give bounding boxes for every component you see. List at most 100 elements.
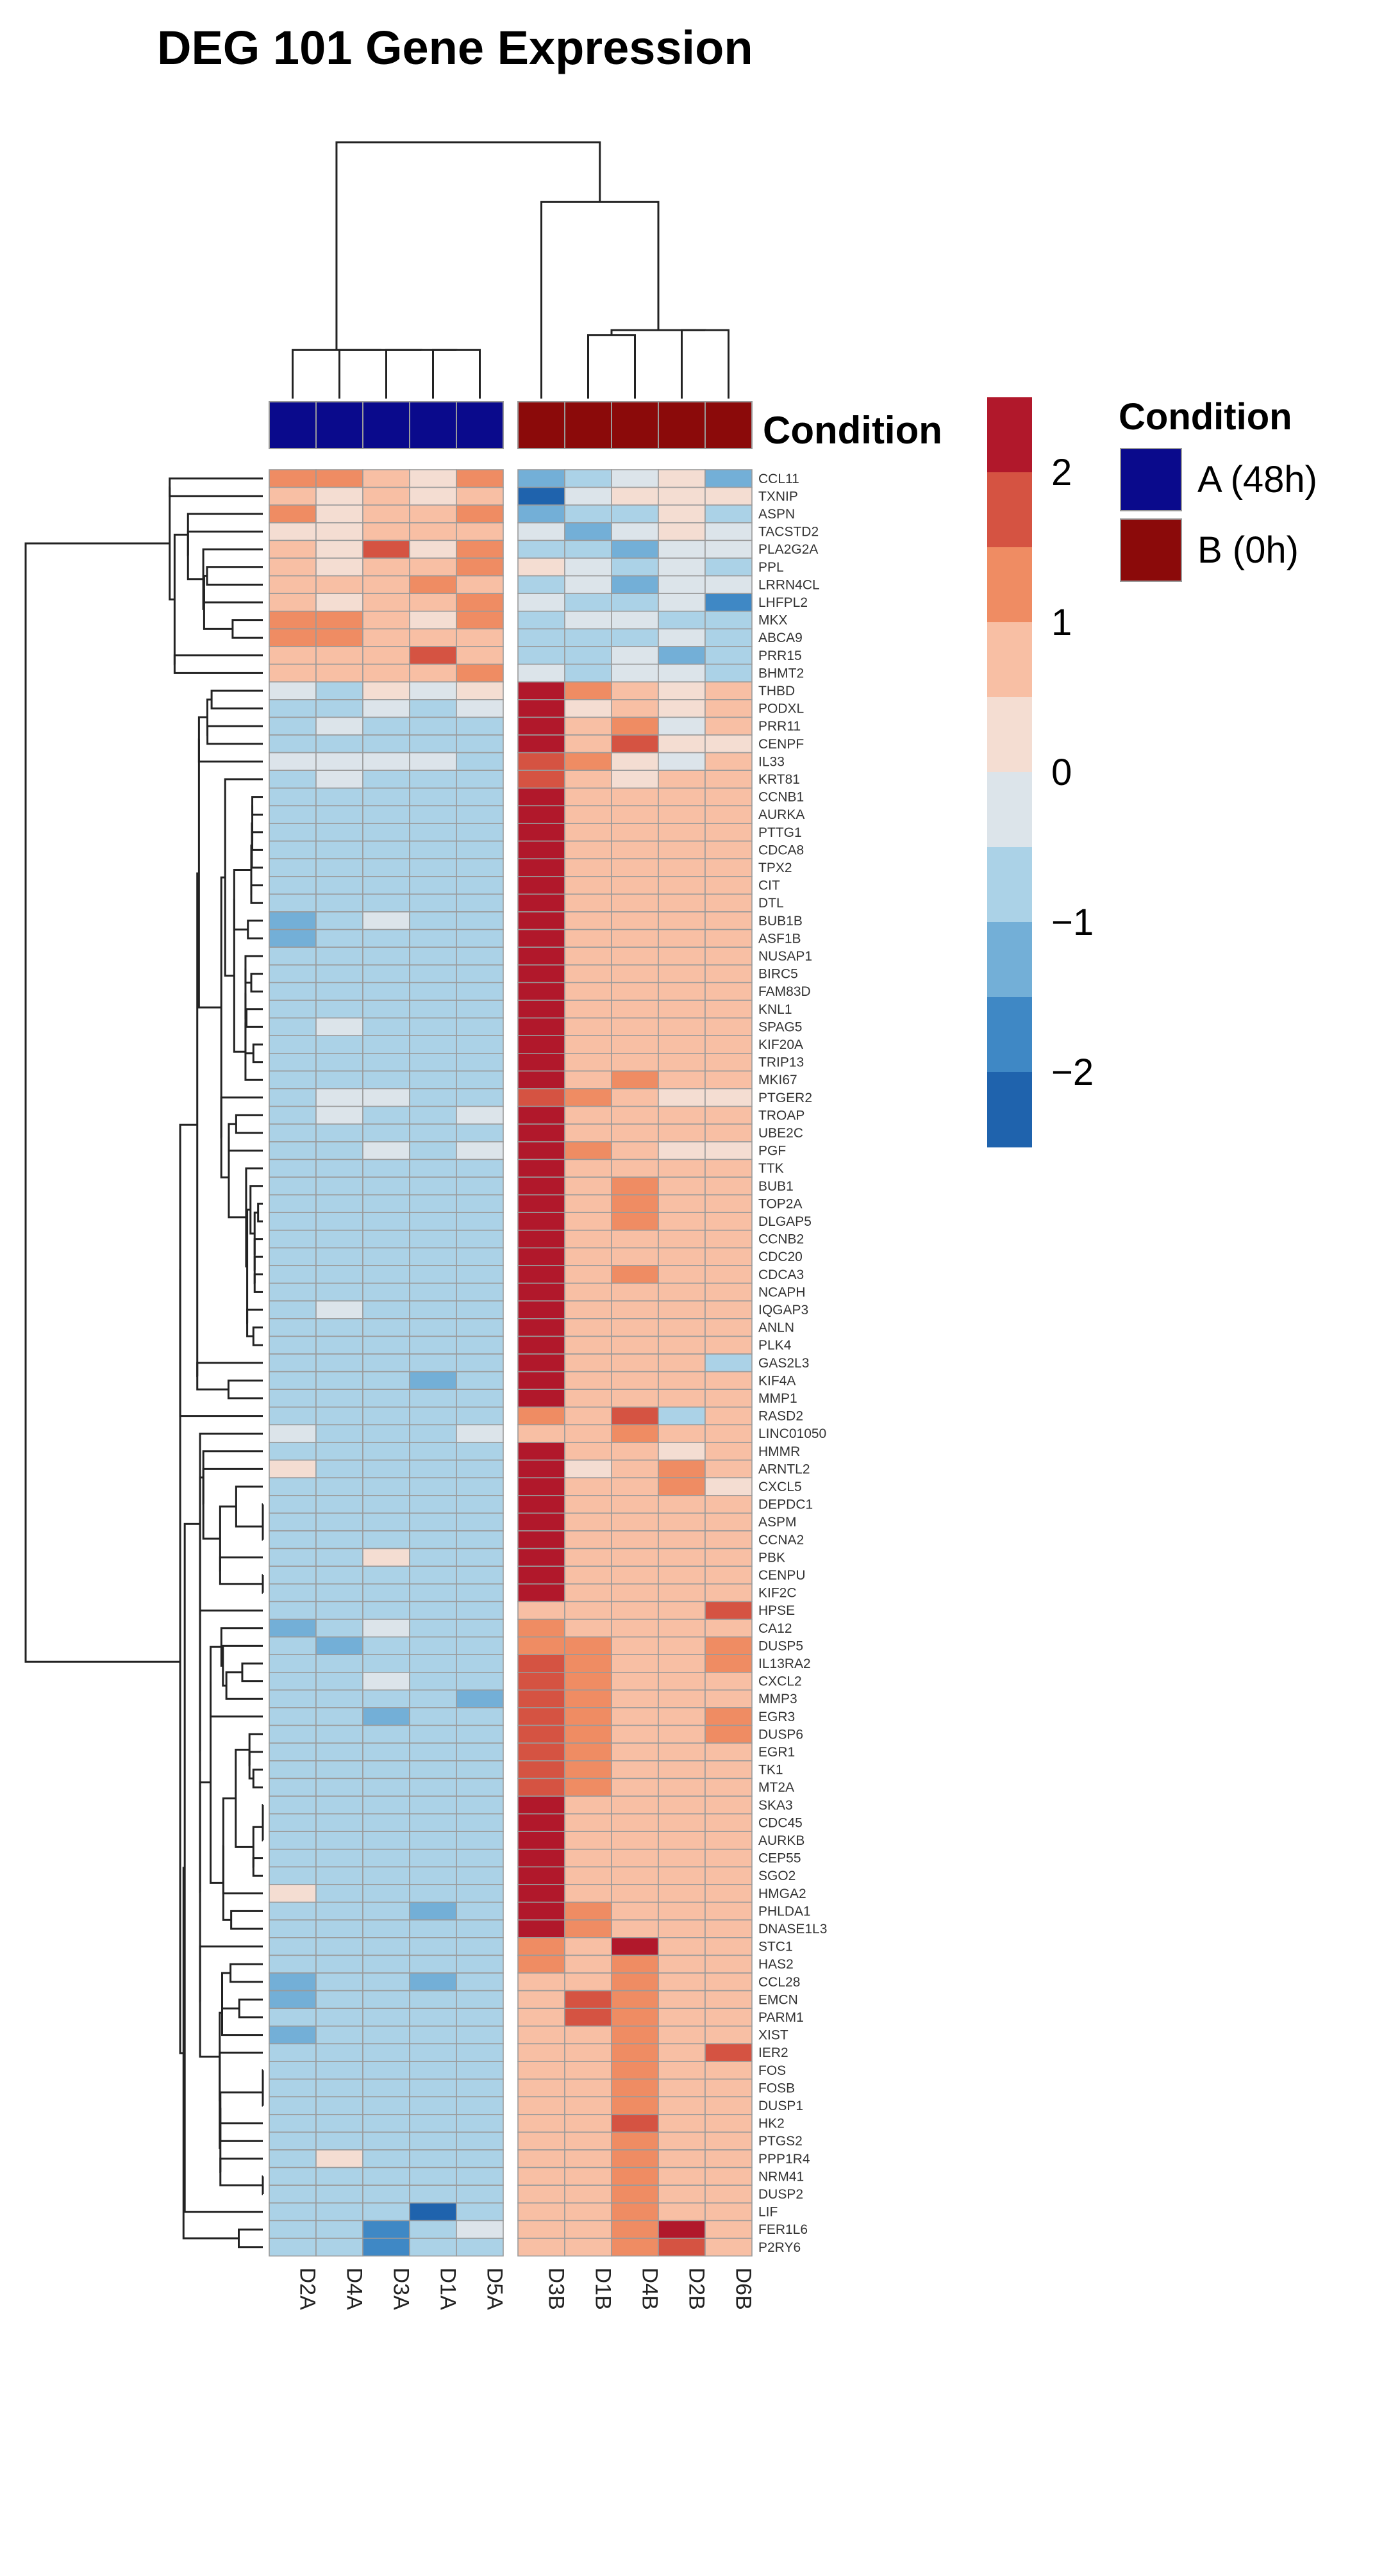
heatmap-cell: [704, 663, 753, 682]
heatmap-cell: [362, 805, 410, 824]
heatmap-cell: [269, 1389, 317, 1408]
heatmap-cell: [517, 893, 565, 912]
heatmap-cell: [362, 1849, 410, 1868]
dendrogram-branch: [335, 141, 601, 351]
gene-label: NRM41: [758, 2169, 804, 2184]
heatmap-cell: [362, 1796, 410, 1815]
sample-label: D6B: [731, 2268, 756, 2310]
heatmap-cell: [456, 1901, 504, 1921]
color-scale-swatch: [987, 847, 1032, 923]
heatmap-cell: [517, 681, 565, 700]
heatmap-cell: [658, 1088, 706, 1107]
heatmap-cell: [658, 805, 706, 824]
heatmap-cell: [517, 2043, 565, 2062]
heatmap-cell: [315, 2096, 363, 2115]
heatmap-cell: [517, 1565, 565, 1585]
heatmap-cell: [658, 2078, 706, 2098]
heatmap-cell: [269, 1760, 317, 1779]
heatmap-cell: [658, 1530, 706, 1549]
heatmap-cell: [315, 1265, 363, 1284]
heatmap-cell: [269, 1442, 317, 1461]
heatmap-cell: [409, 876, 457, 895]
heatmap-cell: [658, 1442, 706, 1461]
gene-label: PLK4: [758, 1338, 792, 1353]
heatmap-cell: [564, 1477, 612, 1496]
heatmap-cell: [409, 1442, 457, 1461]
heatmap-cell: [362, 1601, 410, 1620]
heatmap-cell: [611, 1954, 659, 1974]
heatmap-cell: [517, 1212, 565, 1231]
heatmap-cell: [409, 911, 457, 930]
heatmap-cell: [704, 1565, 753, 1585]
heatmap-cell: [517, 1265, 565, 1284]
dendrogram-branch: [253, 1238, 263, 1271]
heatmap-cell: [315, 1672, 363, 1691]
heatmap-cell: [269, 1919, 317, 1938]
heatmap-cell: [658, 1901, 706, 1921]
heatmap-cell: [658, 1831, 706, 1850]
heatmap-cell: [658, 1495, 706, 1514]
heatmap-cell: [564, 2220, 612, 2239]
heatmap-cell: [269, 663, 317, 682]
heatmap-cell: [704, 929, 753, 948]
dendrogram-branch: [222, 1845, 231, 1921]
heatmap-cell: [315, 1194, 363, 1213]
heatmap-cell: [658, 716, 706, 736]
heatmap-cell: [409, 504, 457, 524]
heatmap-cell: [456, 1070, 504, 1089]
heatmap-cell: [564, 1017, 612, 1036]
heatmap-cell: [611, 575, 659, 594]
heatmap-cell: [611, 1636, 659, 1656]
heatmap-cell: [456, 823, 504, 842]
heatmap-cell: [269, 2131, 317, 2151]
heatmap-cell: [362, 1247, 410, 1266]
heatmap-cell: [456, 1778, 504, 1797]
heatmap-cell: [315, 734, 363, 754]
gene-label: TK1: [758, 1763, 783, 1778]
heatmap-cell: [658, 929, 706, 948]
dendrogram-branch: [199, 1945, 263, 2058]
heatmap-cell: [517, 1990, 565, 2010]
gene-label: CIT: [758, 879, 780, 893]
heatmap-cell: [315, 610, 363, 630]
gene-label: EGR3: [758, 1710, 795, 1724]
heatmap-cell: [658, 964, 706, 984]
heatmap-cell: [611, 593, 659, 612]
heatmap-cell: [611, 2114, 659, 2133]
gene-label: ABCA9: [758, 631, 803, 645]
heatmap-cell: [409, 1619, 457, 1638]
heatmap-cell: [611, 504, 659, 524]
heatmap-cell: [456, 610, 504, 630]
heatmap-cell: [517, 1247, 565, 1266]
heatmap-cell: [658, 1353, 706, 1373]
gene-label: CENPU: [758, 1568, 806, 1583]
heatmap-cell: [564, 1990, 612, 2010]
heatmap-cell: [611, 929, 659, 948]
heatmap-cell: [658, 893, 706, 912]
heatmap-cell: [362, 610, 410, 630]
heatmap-cell: [517, 1901, 565, 1921]
heatmap-cell: [315, 2114, 363, 2133]
heatmap-cell: [704, 1265, 753, 1284]
row-dendrogram: [24, 477, 264, 2249]
heatmap-cell: [315, 522, 363, 541]
heatmap-cell: [611, 1796, 659, 1815]
heatmap-cell: [564, 946, 612, 966]
heatmap-cell: [658, 663, 706, 682]
heatmap-cell: [704, 2238, 753, 2257]
dendrogram-branch: [221, 1990, 263, 2036]
sample-label: D5A: [483, 2268, 507, 2310]
heatmap-cell: [658, 1105, 706, 1125]
heatmap-cell: [269, 486, 317, 506]
heatmap-cell: [517, 964, 565, 984]
heatmap-cell: [315, 2149, 363, 2168]
heatmap-cell: [564, 1512, 612, 1532]
heatmap-cell: [658, 1247, 706, 1266]
heatmap-cell: [611, 522, 659, 541]
heatmap-cell: [517, 1335, 565, 1355]
heatmap-cell: [456, 646, 504, 665]
heatmap-cell: [315, 1389, 363, 1408]
heatmap-cell: [269, 1778, 317, 1797]
color-scale-swatch: [987, 622, 1032, 698]
heatmap-cell: [564, 1442, 612, 1461]
